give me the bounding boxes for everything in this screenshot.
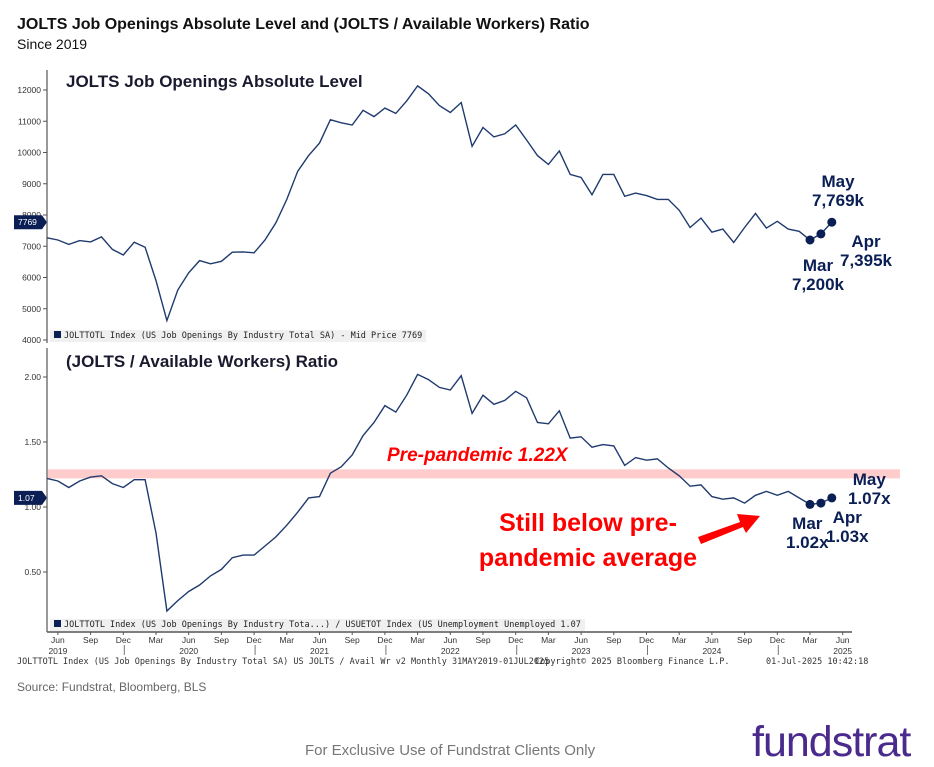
y-tick-label: 7000 bbox=[22, 241, 41, 251]
pre-pandemic-band bbox=[47, 469, 900, 479]
x-tick-label: Jun bbox=[443, 635, 457, 645]
chart-canvas: 4000 5000 6000 7000 8000 9000 10000 11000 12000 7… bbox=[14, 70, 900, 656]
x-tick-label: Dec bbox=[770, 635, 786, 645]
x-tick-label: Dec bbox=[247, 635, 263, 645]
x-year-label: 2019 bbox=[48, 646, 67, 656]
y-tick-label: 1.50 bbox=[24, 437, 41, 447]
x-tick-label: Mar bbox=[149, 635, 164, 645]
x-year-label: 2020 bbox=[179, 646, 198, 656]
annotation-marker bbox=[805, 499, 815, 509]
figure-subtitle: Since 2019 bbox=[17, 36, 88, 52]
y-tick-label: 9000 bbox=[22, 179, 41, 189]
x-year-label: 2025 bbox=[833, 646, 852, 656]
y-tick-label: 0.50 bbox=[24, 567, 41, 577]
annotation-mar-upper: Mar 7,200k bbox=[792, 256, 844, 294]
lower-legend: JOLTTOTL Index (US Job Openings By Indus… bbox=[50, 619, 585, 631]
x-tick-label: Sep bbox=[606, 635, 621, 645]
disclaimer: For Exclusive Use of Fundstrat Clients O… bbox=[305, 742, 596, 759]
last-value-tag bbox=[14, 490, 47, 505]
y-tick-label: 12000 bbox=[17, 85, 41, 95]
x-tick-label: Jun bbox=[836, 635, 850, 645]
x-year-label: 2022 bbox=[441, 646, 460, 656]
annotation-marker bbox=[816, 498, 826, 508]
y-tick-label: 6000 bbox=[22, 273, 41, 283]
x-tick-label: Mar bbox=[672, 635, 687, 645]
y-tick-label: 10000 bbox=[17, 148, 41, 158]
y-tick-label: 8000 bbox=[22, 210, 41, 220]
annotation-marker bbox=[816, 229, 826, 239]
series-line-0 bbox=[46, 84, 833, 323]
bloomberg-copyright: Copyright© 2025 Bloomberg Finance L.P. bbox=[535, 657, 730, 667]
x-tick-label: Jun bbox=[182, 635, 196, 645]
annotation-mar-lower: Mar 1.02x bbox=[786, 514, 829, 552]
x-tick-label: Sep bbox=[475, 635, 490, 645]
x-tick-label: Sep bbox=[345, 635, 360, 645]
y-tick-label: 11000 bbox=[18, 116, 41, 126]
x-tick-label: Dec bbox=[508, 635, 524, 645]
fundstrat-logo: fundstrat bbox=[752, 718, 911, 766]
x-tick-label: Sep bbox=[214, 635, 229, 645]
annotation-marker bbox=[827, 217, 837, 227]
x-tick-label: Jun bbox=[51, 635, 65, 645]
x-tick-label: Mar bbox=[279, 635, 294, 645]
last-value-tag-label: 7769 bbox=[18, 217, 37, 227]
bloomberg-timestamp: 01-Jul-2025 10:42:18 bbox=[766, 657, 869, 667]
band-label: Pre-pandemic 1.22X bbox=[387, 445, 568, 466]
x-year-label: 2024 bbox=[702, 646, 721, 656]
series-line-1 bbox=[46, 373, 833, 613]
annotation-marker bbox=[827, 493, 837, 503]
annotation-may-lower: May 1.07x bbox=[848, 470, 891, 508]
y-tick-label: 2.00 bbox=[24, 372, 41, 382]
y-tick-label: 1.00 bbox=[24, 502, 41, 512]
x-tick-label: Jun bbox=[574, 635, 588, 645]
figure-title: JOLTS Job Openings Absolute Level and (J… bbox=[17, 16, 590, 33]
x-tick-label: Dec bbox=[639, 635, 655, 645]
x-tick-label: Sep bbox=[83, 635, 98, 645]
x-tick-label: Sep bbox=[737, 635, 752, 645]
x-tick-label: Jun bbox=[313, 635, 327, 645]
x-tick-label: Mar bbox=[803, 635, 818, 645]
upper-legend: JOLTTOTL Index (US Job Openings By Indus… bbox=[50, 330, 427, 342]
annotation-marker bbox=[805, 235, 815, 245]
x-tick-label: Mar bbox=[541, 635, 556, 645]
callout-arrow-icon bbox=[698, 514, 760, 544]
lower-panel-title: (JOLTS / Available Workers) Ratio bbox=[66, 352, 339, 371]
y-tick-label: 5000 bbox=[22, 304, 41, 314]
callout-text: Still below pre-pandemic average bbox=[478, 509, 698, 572]
annotation-may-upper: May 7,769k bbox=[812, 172, 864, 210]
x-tick-label: Jun bbox=[705, 635, 719, 645]
x-year-label: 2023 bbox=[572, 646, 591, 656]
last-value-tag bbox=[14, 215, 47, 230]
x-year-label: 2021 bbox=[310, 646, 329, 656]
annotation-apr-lower: Apr 1.03x bbox=[826, 508, 869, 546]
x-tick-label: Mar bbox=[410, 635, 425, 645]
y-tick-label: 4000 bbox=[22, 335, 41, 345]
last-value-tag-label: 1.07 bbox=[18, 493, 35, 503]
source-note: Source: Fundstrat, Bloomberg, BLS bbox=[17, 680, 207, 694]
x-tick-label: Dec bbox=[116, 635, 132, 645]
upper-panel-title: JOLTS Job Openings Absolute Level bbox=[66, 72, 363, 91]
annotation-apr-upper: Apr 7,395k bbox=[840, 232, 892, 270]
x-tick-label: Dec bbox=[377, 635, 393, 645]
bloomberg-footer-left: JOLTTOTL Index (US Job Openings By Indus… bbox=[17, 657, 550, 667]
